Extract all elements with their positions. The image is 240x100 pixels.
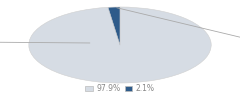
Wedge shape xyxy=(108,7,120,45)
Legend: 97.9%, 2.1%: 97.9%, 2.1% xyxy=(82,81,158,96)
Wedge shape xyxy=(29,7,211,83)
Text: WHITE: WHITE xyxy=(0,38,90,46)
Text: BLACK: BLACK xyxy=(117,8,240,48)
